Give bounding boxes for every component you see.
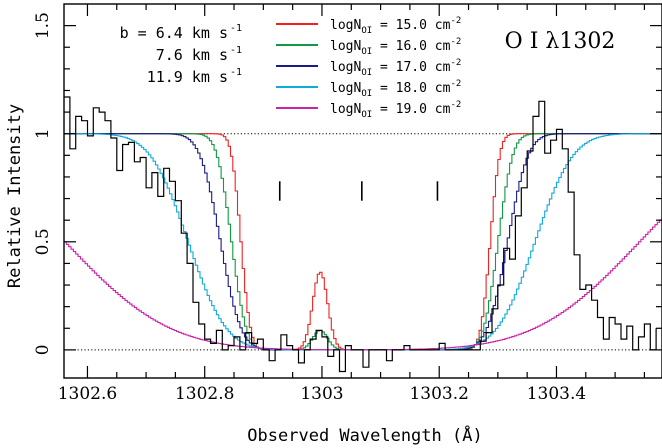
model-series-4 (64, 133, 662, 351)
legend-entry: logNOI = 17.0 cm-2 (330, 58, 461, 78)
x-tick-label: 1302.8 (175, 384, 234, 404)
x-tick-label: 1302.6 (58, 384, 117, 404)
model-series (64, 133, 662, 351)
model-series-2 (64, 133, 662, 351)
model-series-1 (64, 133, 662, 351)
x-tick-label: 1303.2 (409, 384, 468, 404)
legend-entry: logNOI = 19.0 cm-2 (330, 100, 461, 120)
plot-frame (63, 3, 662, 379)
b-value-line: 11.9 km s (147, 68, 228, 86)
model-series-3 (64, 133, 662, 351)
chart-title: O I λ1302 (505, 29, 616, 54)
legend-entry: logNOI = 15.0 cm-2 (330, 16, 461, 36)
x-axis-label: Observed Wavelength (Å) (247, 424, 482, 446)
y-tick-label: 1.5 (33, 12, 53, 39)
x-tick-label: 1303.4 (527, 384, 586, 404)
axis-ticks (64, 4, 662, 378)
b-value-line: 7.6 km s (156, 46, 228, 64)
velocity-markers (278, 181, 439, 201)
y-tick-label: 0 (33, 344, 53, 355)
b-value-exponent: -1 (230, 67, 242, 78)
y-tick-label: 1 (33, 128, 53, 139)
b-value-exponent: -1 (230, 45, 242, 56)
reference-lines (64, 133, 662, 351)
observed-spectrum (64, 96, 657, 373)
x-tick-label: 1303 (300, 384, 343, 404)
legend-entry: logNOI = 18.0 cm-2 (330, 79, 461, 99)
b-parameter-annotation: b = 6.4 km s -17.6 km s -111.9 km s -1 (120, 23, 242, 86)
observed-spectrum-line (64, 96, 657, 373)
tick-labels: 1302.6 1302.8 1303 1303.2 1303.4 0 0.5 1 1.5 (33, 12, 586, 404)
y-axis-label: Relative Intensity (5, 104, 25, 288)
legend-entry: logNOI = 16.0 cm-2 (330, 37, 461, 57)
b-value-exponent: -1 (230, 23, 242, 34)
model-series-5 (64, 217, 662, 351)
b-value-line: b = 6.4 km s (120, 24, 228, 42)
y-tick-label: 0.5 (33, 228, 53, 255)
